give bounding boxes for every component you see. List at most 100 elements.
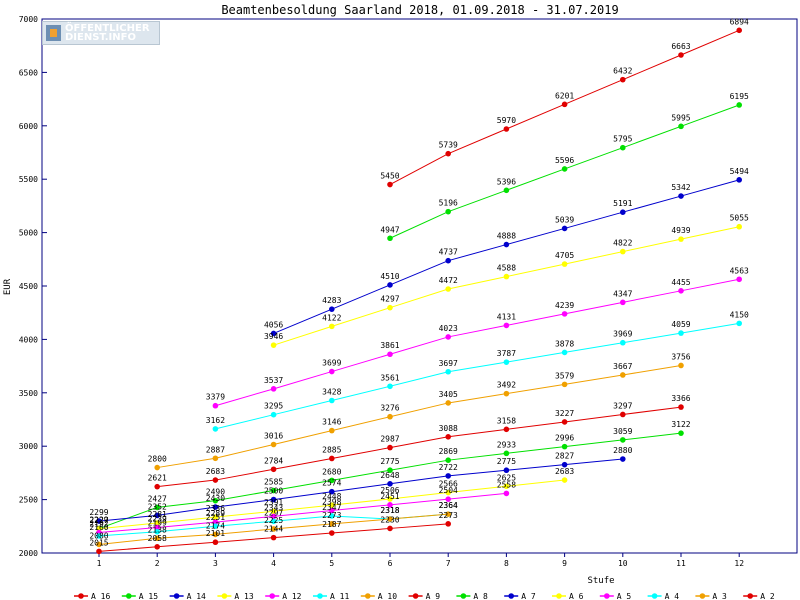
data-point — [561, 101, 568, 108]
data-label: 3699 — [322, 359, 341, 368]
x-tick-label: 9 — [562, 559, 567, 568]
data-point — [620, 372, 626, 378]
data-label: 2273 — [439, 511, 458, 520]
data-label: 2683 — [206, 467, 225, 476]
data-point — [503, 359, 510, 365]
data-label: 5196 — [439, 199, 458, 208]
data-label: 2987 — [380, 435, 399, 444]
data-point — [736, 177, 742, 183]
legend-marker — [747, 593, 753, 599]
data-point — [270, 496, 277, 503]
data-point — [270, 518, 277, 525]
data-point — [387, 181, 393, 188]
data-point — [736, 27, 742, 34]
data-point — [270, 513, 277, 520]
data-point — [503, 490, 510, 497]
data-point — [329, 397, 335, 404]
data-label: 2273 — [322, 511, 341, 520]
data-label: 4939 — [671, 226, 690, 235]
data-point — [387, 516, 393, 522]
data-label: 2430 — [206, 494, 225, 503]
legend-label: A_16 — [91, 592, 110, 600]
legend-item: A_2 — [743, 592, 775, 600]
data-point — [503, 467, 510, 474]
data-label: 2299 — [89, 508, 108, 517]
data-point — [329, 477, 335, 484]
data-point — [212, 497, 219, 504]
site-logo[interactable]: ÖFFENTLICHER DIENST.INFO — [42, 21, 160, 45]
data-label: 2144 — [264, 525, 283, 534]
data-label: 3428 — [322, 387, 341, 396]
data-point — [678, 236, 684, 242]
legend-item: A_11 — [313, 592, 349, 600]
legend-marker — [221, 593, 228, 599]
data-label: 4059 — [671, 320, 690, 329]
data-point — [329, 427, 335, 434]
data-point — [270, 386, 277, 392]
data-label: 3787 — [497, 349, 516, 358]
data-label: 6432 — [613, 67, 632, 76]
data-point — [620, 209, 626, 216]
data-point — [561, 443, 568, 450]
data-point — [154, 544, 160, 550]
y-tick-label: 4000 — [19, 335, 38, 344]
legend-marker — [699, 593, 706, 599]
series-a-11 — [212, 320, 742, 432]
series-a-10 — [154, 362, 684, 471]
data-label: 2080 — [89, 531, 108, 540]
data-point — [270, 342, 277, 348]
data-label: 2800 — [148, 455, 167, 464]
data-point — [561, 311, 568, 317]
data-point — [329, 323, 335, 330]
data-point — [154, 504, 160, 511]
data-label: 2318 — [380, 506, 399, 515]
data-label: 4472 — [439, 276, 458, 285]
data-label: 2566 — [439, 480, 458, 489]
data-label: 2506 — [380, 486, 399, 495]
data-label: 3537 — [264, 376, 283, 385]
data-label: 4150 — [730, 310, 749, 319]
data-label: 2775 — [380, 457, 399, 466]
data-label: 4510 — [380, 272, 399, 281]
data-point — [96, 533, 102, 539]
data-label: 4347 — [613, 289, 632, 298]
series-a-2 — [96, 521, 452, 555]
data-point — [620, 339, 626, 346]
legend-label: A_4 — [665, 592, 680, 600]
y-tick-label: 3000 — [19, 442, 38, 451]
data-point — [212, 426, 219, 432]
data-point — [96, 548, 102, 555]
y-tick-label: 6500 — [19, 68, 38, 77]
data-label: 2318 — [380, 506, 399, 515]
data-label: 2880 — [613, 446, 632, 455]
data-label: 3861 — [380, 341, 399, 350]
data-point — [387, 525, 393, 532]
series-a-9 — [154, 404, 684, 490]
data-label: 2625 — [497, 473, 516, 482]
data-label: 4563 — [730, 266, 749, 275]
data-point — [445, 150, 452, 157]
x-tick-label: 1 — [97, 559, 102, 568]
data-point — [620, 144, 626, 151]
data-label: 3158 — [497, 416, 516, 425]
data-point — [561, 166, 568, 172]
data-label: 3088 — [439, 424, 458, 433]
data-point — [445, 400, 452, 406]
y-tick-label: 4500 — [19, 282, 38, 291]
series-line — [273, 179, 740, 334]
x-axis-label: Stufe — [587, 576, 614, 586]
data-label: 2138 — [148, 525, 167, 534]
legend-marker — [78, 593, 84, 599]
data-point — [445, 368, 452, 375]
chart-title: Beamtenbesoldung Saarland 2018, 01.09.20… — [221, 3, 618, 17]
data-point — [445, 286, 452, 292]
data-label: 3297 — [613, 401, 632, 410]
data-point — [561, 477, 568, 483]
data-point — [154, 520, 160, 526]
data-label: 2343 — [264, 503, 283, 512]
data-point — [212, 531, 219, 538]
data-point — [387, 351, 393, 358]
data-label: 2827 — [555, 452, 574, 461]
data-label: 2490 — [206, 488, 225, 497]
series-line — [157, 406, 682, 488]
